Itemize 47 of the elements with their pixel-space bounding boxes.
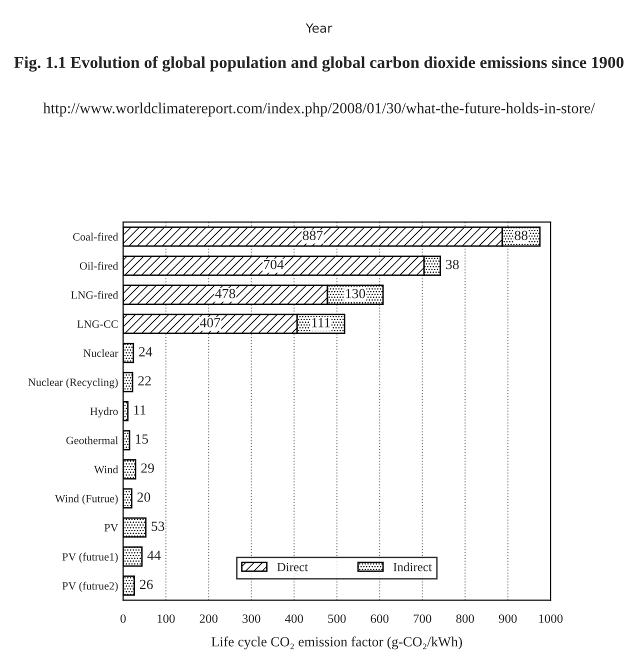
- y-tick-label: PV (futrue2): [62, 582, 118, 592]
- data-label: 22: [138, 376, 151, 386]
- data-label: 704: [264, 260, 284, 270]
- x-tick-label: 0: [120, 614, 126, 623]
- x-tick-label: 1000: [539, 614, 563, 623]
- y-tick-label: LNG-CC: [77, 320, 118, 328]
- data-label: 15: [136, 434, 148, 444]
- text: Year: [306, 24, 332, 33]
- y-tick-label: LNG-fired: [71, 290, 118, 299]
- data-label: 407: [200, 318, 220, 328]
- data-label: 20: [137, 492, 150, 502]
- x-tick-label: 400: [284, 614, 304, 623]
- y-tick-label: Wind: [94, 465, 118, 474]
- y-tick-label: Oil-fired: [80, 262, 118, 270]
- data-label: 26: [140, 580, 153, 590]
- y-tick-label: Nuclear: [83, 349, 118, 357]
- data-label: 130: [346, 288, 366, 298]
- legend-label: Direct: [277, 562, 308, 572]
- y-tick-label: Hydro: [90, 407, 118, 418]
- data-label: 111: [312, 318, 330, 328]
- data-label: 44: [147, 550, 161, 560]
- legend-label: Indirect: [394, 562, 432, 572]
- data-label: 38: [446, 260, 459, 270]
- x-tick-label: 300: [242, 614, 260, 623]
- y-tick-label: Wind (Futrue): [54, 494, 118, 505]
- x-tick-label: 600: [370, 614, 389, 623]
- data-label: 11: [134, 405, 146, 414]
- y-tick-label: Geothermal: [66, 436, 118, 444]
- x-tick-label: 500: [328, 614, 346, 623]
- y-tick-label: PV (futrue1): [62, 552, 118, 563]
- data-label: 478: [215, 288, 236, 298]
- data-label: 88: [514, 230, 528, 240]
- x-tick-label: 100: [158, 614, 175, 623]
- x-tick-label: 700: [414, 614, 432, 623]
- x-tick-label: 200: [200, 614, 218, 623]
- y-tick-label: PV: [104, 524, 118, 532]
- data-label: 53: [152, 522, 164, 531]
- y-tick-label: Nuclear (Recycling): [28, 378, 118, 388]
- data-label: 887: [302, 230, 323, 240]
- x-tick-label: 800: [456, 614, 474, 623]
- x-tick-label: 900: [498, 614, 517, 623]
- x-axis-title: Life cycle CO₂ emission factor (g-CO₂/kWh): [212, 636, 462, 650]
- caption: Fig. 1.1 Evolution of global population and global carbon dioxide emissions since 1900: [14, 56, 624, 72]
- data-label: 24: [139, 347, 152, 356]
- data-label: 29: [141, 463, 154, 473]
- y-tick-label: Coal-fired: [73, 232, 118, 241]
- text: http://www.worldclimatereport.com/index.php/2008/01/30/what-the-future-holds-in-store/: [43, 102, 595, 116]
